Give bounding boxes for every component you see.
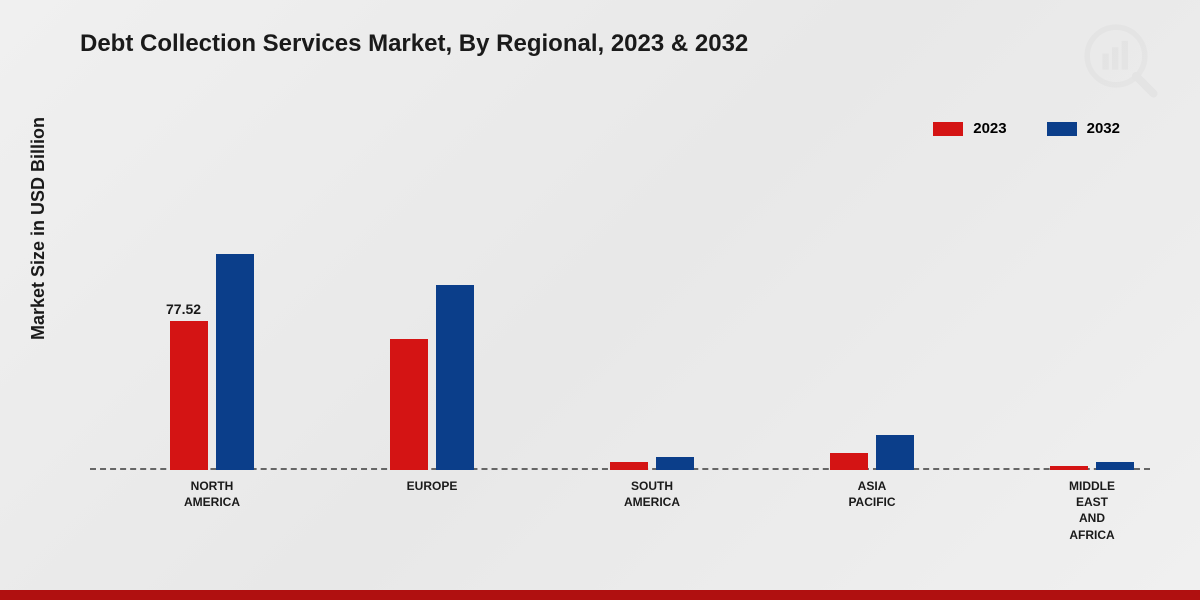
legend-swatch-2023 [933,122,963,136]
x-axis-category-label: MIDDLE EAST AND AFRICA [1020,478,1164,543]
bar-group [390,285,474,470]
bar-group [610,457,694,471]
x-axis-labels: NORTH AMERICA EUROPE SOUTH AMERICA ASIA PAC… [90,478,1150,558]
legend-swatch-2032 [1047,122,1077,136]
x-axis-category-label: EUROPE [360,478,504,494]
bar-group: 77.52 [170,254,254,470]
bar-series2 [656,457,694,471]
bar-series1 [830,453,868,470]
legend-item-2023: 2023 [933,120,1006,137]
legend-label: 2023 [973,120,1006,137]
legend-label: 2032 [1087,120,1120,137]
bar-series1 [390,339,428,470]
x-axis-category-label: SOUTH AMERICA [580,478,724,510]
chart-title: Debt Collection Services Market, By Regi… [80,30,748,58]
legend: 2023 2032 [933,120,1120,137]
y-axis-label: Market Size in USD Billion [28,117,49,340]
x-axis-category-label: ASIA PACIFIC [800,478,944,510]
bar-series2 [216,254,254,470]
x-axis-category-label: NORTH AMERICA [140,478,284,510]
footer-bar [0,590,1200,600]
bar-series1 [170,321,208,471]
chart-plot-area: 77.52 [90,200,1150,470]
bar-series1 [1050,466,1088,470]
watermark-logo [1080,20,1160,100]
bar-group [1050,462,1134,470]
legend-item-2032: 2032 [1047,120,1120,137]
bar-series2 [1096,462,1134,470]
data-label: 77.52 [166,301,201,317]
bar-series1 [610,462,648,470]
bar-series2 [876,435,914,470]
bar-group [830,435,914,470]
bar-series2 [436,285,474,470]
